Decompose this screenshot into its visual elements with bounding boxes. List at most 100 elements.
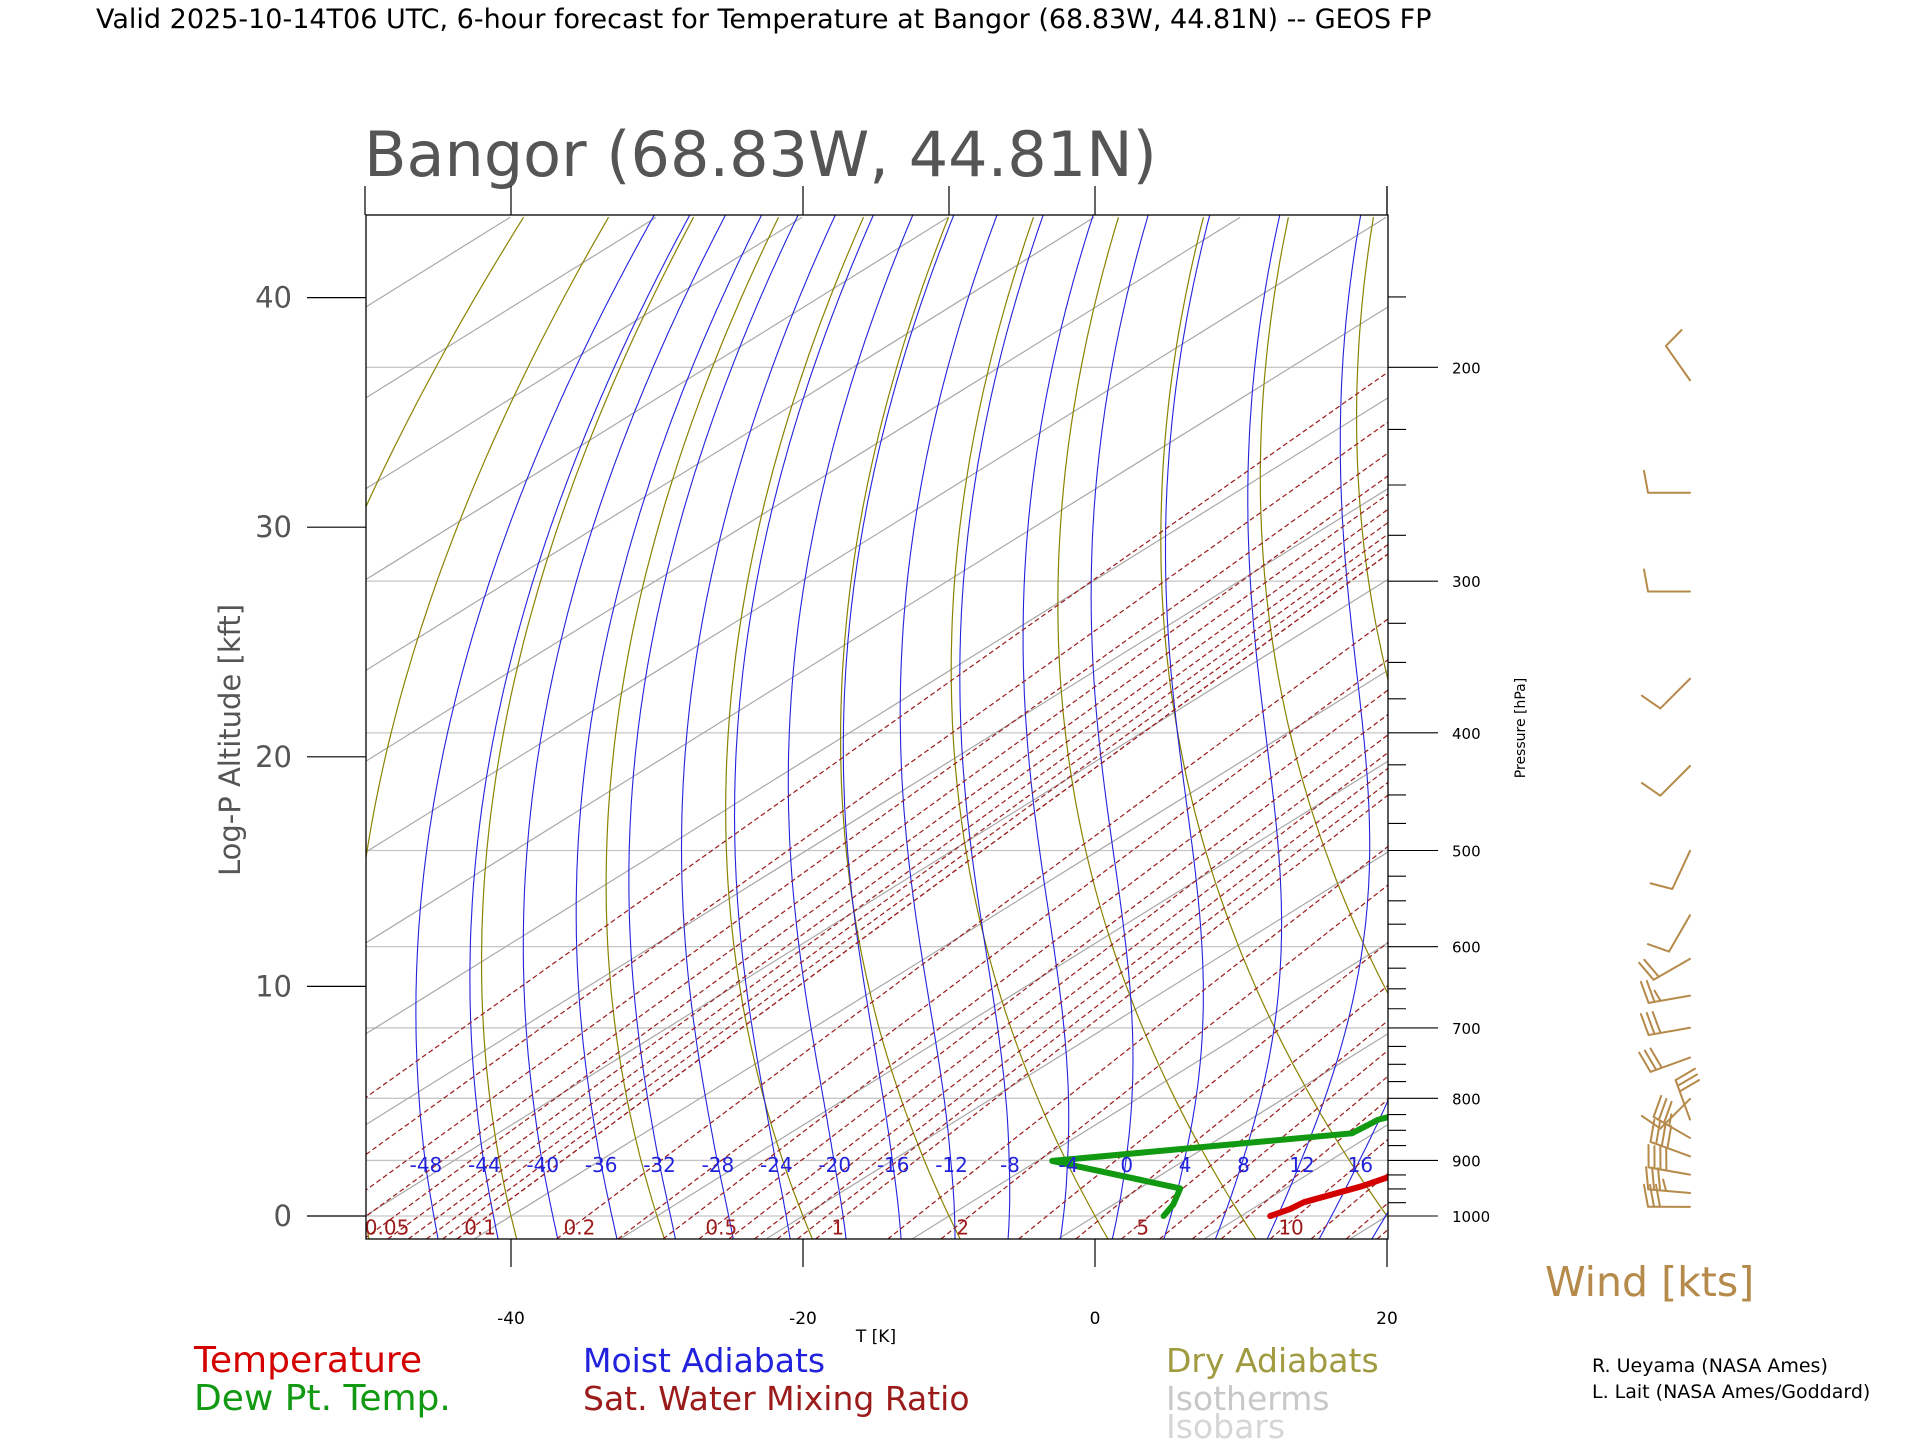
isotherm-line bbox=[366, 216, 949, 581]
dry-adiabat-line bbox=[1628, 217, 1920, 1239]
moist-adiabat-line bbox=[1266, 215, 1371, 1239]
mixing-ratio-label: 0.2 bbox=[563, 1215, 595, 1239]
header-title: Valid 2025-10-14T06 UTC, 6-hour forecast… bbox=[96, 4, 1432, 35]
dry-adiabat-line bbox=[366, 216, 525, 509]
isotherm-line bbox=[1496, 217, 1920, 1239]
y-tick-label: 30 bbox=[255, 510, 292, 544]
moist-adiabat-label: -28 bbox=[702, 1153, 735, 1177]
mixing-ratio-line bbox=[728, 734, 1388, 1239]
wind-label: Wind [kts] bbox=[1545, 1258, 1754, 1306]
mixing-ratio-line bbox=[1121, 1019, 1388, 1239]
mixing-ratio-line bbox=[796, 781, 1388, 1239]
isotherm-line bbox=[1203, 1123, 1388, 1239]
mixing-ratio-line bbox=[556, 618, 1388, 1239]
wind-barb bbox=[1647, 1144, 1691, 1176]
mixing-ratio-label: 0.05 bbox=[365, 1215, 410, 1239]
moist-adiabat-label: -24 bbox=[760, 1153, 793, 1177]
mixing-ratio-line bbox=[1075, 984, 1388, 1239]
moist-adiabat-line bbox=[469, 215, 691, 1239]
y-tick-label: 40 bbox=[255, 281, 292, 315]
moist-adiabat-label: 0 bbox=[1120, 1153, 1133, 1177]
mixing-ratio-line bbox=[387, 508, 1388, 1239]
pressure-label: 200 bbox=[1452, 359, 1481, 377]
mixing-ratio-line bbox=[887, 845, 1388, 1239]
wind-barbs bbox=[1638, 329, 1700, 1208]
dry-adiabat-line bbox=[605, 216, 780, 1239]
moist-adiabat-label: -4 bbox=[1058, 1153, 1078, 1177]
profile-line bbox=[1267, 1173, 1388, 1219]
moist-adiabat-label: -32 bbox=[643, 1153, 676, 1177]
moist-adiabat-line bbox=[899, 215, 998, 1239]
wind-barb bbox=[1639, 1011, 1691, 1036]
moist-adiabat-line bbox=[522, 215, 727, 1239]
profile-line bbox=[1049, 1114, 1388, 1219]
dry-adiabat-line bbox=[950, 217, 1109, 1239]
moist-adiabat-label: -16 bbox=[877, 1153, 910, 1177]
mixing-ratio-line bbox=[1220, 1098, 1388, 1239]
credit-line-1: R. Ueyama (NASA Ames) bbox=[1592, 1355, 1828, 1377]
background-lines bbox=[0, 215, 1920, 1239]
legend-isotherms: Isotherms bbox=[1166, 1379, 1330, 1418]
mixing-ratio-line bbox=[617, 659, 1388, 1239]
dry-adiabat-line bbox=[725, 216, 865, 1239]
isotherm-line bbox=[911, 942, 1388, 1239]
pressure-label: 400 bbox=[1452, 725, 1481, 743]
wind-barb bbox=[1649, 1118, 1691, 1158]
y-tick-label: 20 bbox=[255, 740, 292, 774]
mixing-ratio-label: 0.5 bbox=[705, 1215, 737, 1239]
isotherm-line bbox=[366, 216, 657, 399]
wind-barb bbox=[1639, 979, 1691, 1004]
moist-adiabat-line bbox=[628, 215, 799, 1239]
isotherm-line bbox=[473, 669, 1388, 1239]
isotherm-line bbox=[366, 306, 1388, 944]
x-tick-label: -40 bbox=[497, 1309, 525, 1329]
mixing-ratio-line bbox=[754, 751, 1388, 1239]
credit-line-2: L. Lait (NASA Ames/Goddard) bbox=[1592, 1381, 1870, 1403]
moist-adiabat-label: -44 bbox=[468, 1153, 501, 1177]
dry-adiabat-line bbox=[1713, 217, 1920, 1239]
isotherm-line bbox=[366, 216, 1241, 762]
moist-adiabat-line bbox=[1163, 215, 1211, 1239]
legend-dewpoint: Dew Pt. Temp. bbox=[194, 1378, 451, 1419]
mixing-ratio-line bbox=[940, 884, 1388, 1239]
isotherm-line bbox=[366, 487, 1388, 1126]
mixing-ratio-line bbox=[456, 553, 1388, 1239]
mixing-ratio-line bbox=[698, 713, 1388, 1239]
isotherm-line bbox=[765, 851, 1388, 1239]
x-tick-label: -20 bbox=[789, 1309, 817, 1329]
mixing-ratio-line bbox=[366, 421, 1388, 1156]
wind-barb bbox=[1640, 764, 1691, 797]
wind-barb bbox=[1674, 1067, 1700, 1121]
mixing-ratio-line bbox=[1269, 1138, 1388, 1239]
legend-temperature: Temperature bbox=[193, 1340, 422, 1381]
isotherm-line bbox=[0, 217, 364, 1239]
x-tick-label: 20 bbox=[1376, 1309, 1398, 1329]
moist-adiabat-line bbox=[733, 215, 875, 1239]
pressure-label: 500 bbox=[1452, 843, 1481, 861]
mixing-ratio-line bbox=[1159, 1049, 1388, 1239]
mixing-ratio-line bbox=[426, 533, 1388, 1239]
moist-adiabat-line bbox=[1214, 215, 1283, 1239]
moist-adiabat-label: -40 bbox=[526, 1153, 559, 1177]
mixing-ratio-label: 10 bbox=[1278, 1215, 1303, 1239]
mixing-ratio-line bbox=[1310, 1172, 1388, 1239]
dry-adiabat-line bbox=[1356, 217, 1388, 683]
wind-barb bbox=[1638, 1047, 1691, 1073]
mixing-ratio-line bbox=[366, 452, 1388, 1191]
pressure-label: 800 bbox=[1452, 1090, 1481, 1108]
mixing-ratio-line bbox=[1473, 217, 1920, 1239]
moist-adiabat-label: -12 bbox=[935, 1153, 968, 1177]
wind-barb bbox=[1643, 469, 1691, 494]
mixing-ratio-line bbox=[1511, 217, 1920, 1239]
moist-adiabat-line bbox=[787, 215, 914, 1239]
legend-mixing-ratio: Sat. Water Mixing Ratio bbox=[583, 1379, 970, 1418]
moist-adiabat-line bbox=[575, 215, 763, 1239]
mixing-ratio-line bbox=[1345, 1202, 1388, 1239]
mixing-ratio-line bbox=[366, 475, 1388, 1218]
chart-title: Bangor (68.83W, 44.81N) bbox=[364, 118, 1157, 191]
y-tick-label: 10 bbox=[255, 969, 292, 1003]
dry-adiabat-line bbox=[1798, 217, 1920, 1239]
isotherm-line bbox=[1057, 1032, 1388, 1239]
dry-adiabat-line bbox=[366, 216, 610, 1239]
wind-barb bbox=[1645, 1166, 1691, 1195]
